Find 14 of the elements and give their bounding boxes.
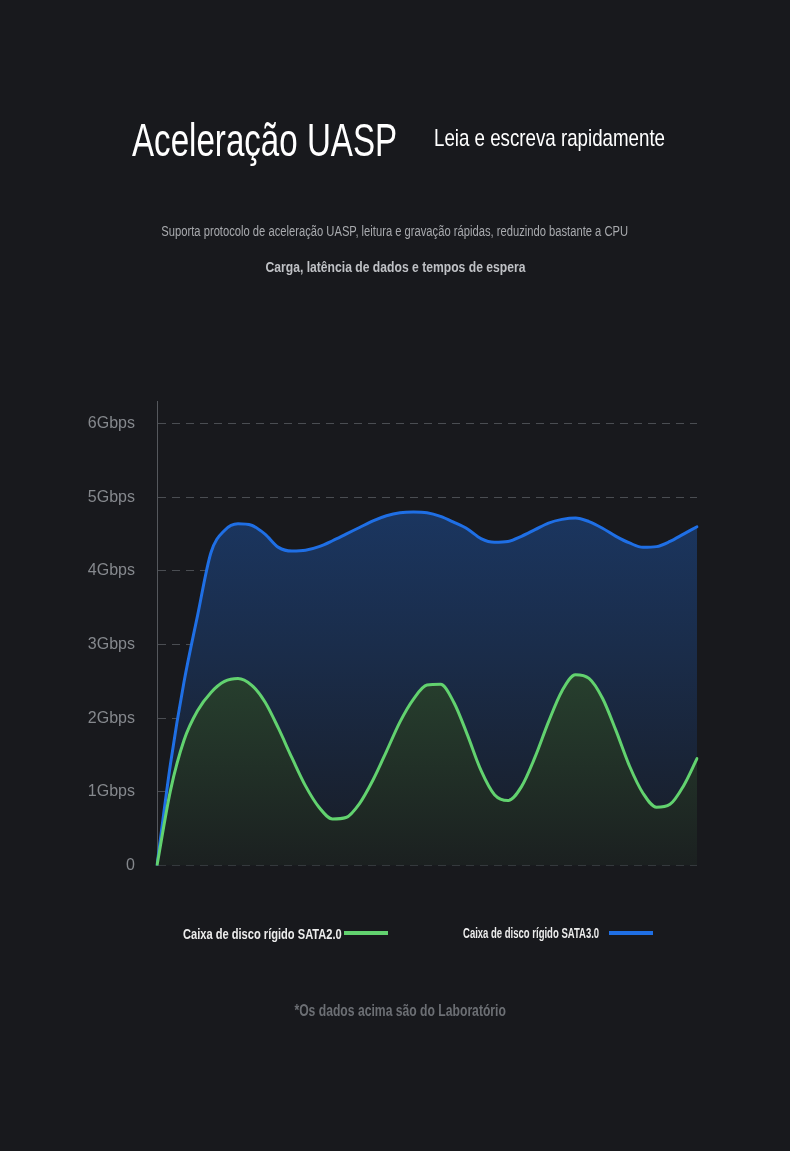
chart-subtitle: Leia e escreva rapidamente <box>434 124 666 151</box>
y-tick-label: 0 <box>126 855 136 873</box>
text: Suporta protocolo de aceleração UASP, leitura e gravação rápidas, reduzindo bastante a CPU <box>161 222 629 240</box>
y-tick-label: 4Gbps <box>87 561 135 579</box>
y-tick-label: 2Gbps <box>87 708 135 726</box>
y-tick-label: 1Gbps <box>87 782 135 800</box>
text: *Os dados acima são do Laboratório <box>294 1002 506 1020</box>
legend-label: Caixa de disco rígido SATA3.0 <box>463 925 600 941</box>
y-tick-label: 5Gbps <box>87 487 135 505</box>
text: Carga, latência de dados e tempos de espera <box>265 258 525 276</box>
y-tick-label: 6Gbps <box>87 414 135 432</box>
chart-title: Aceleração UASP <box>132 114 398 166</box>
legend-label: Caixa de disco rígido SATA2.0 <box>183 924 342 942</box>
y-tick-label: 3Gbps <box>87 634 135 652</box>
